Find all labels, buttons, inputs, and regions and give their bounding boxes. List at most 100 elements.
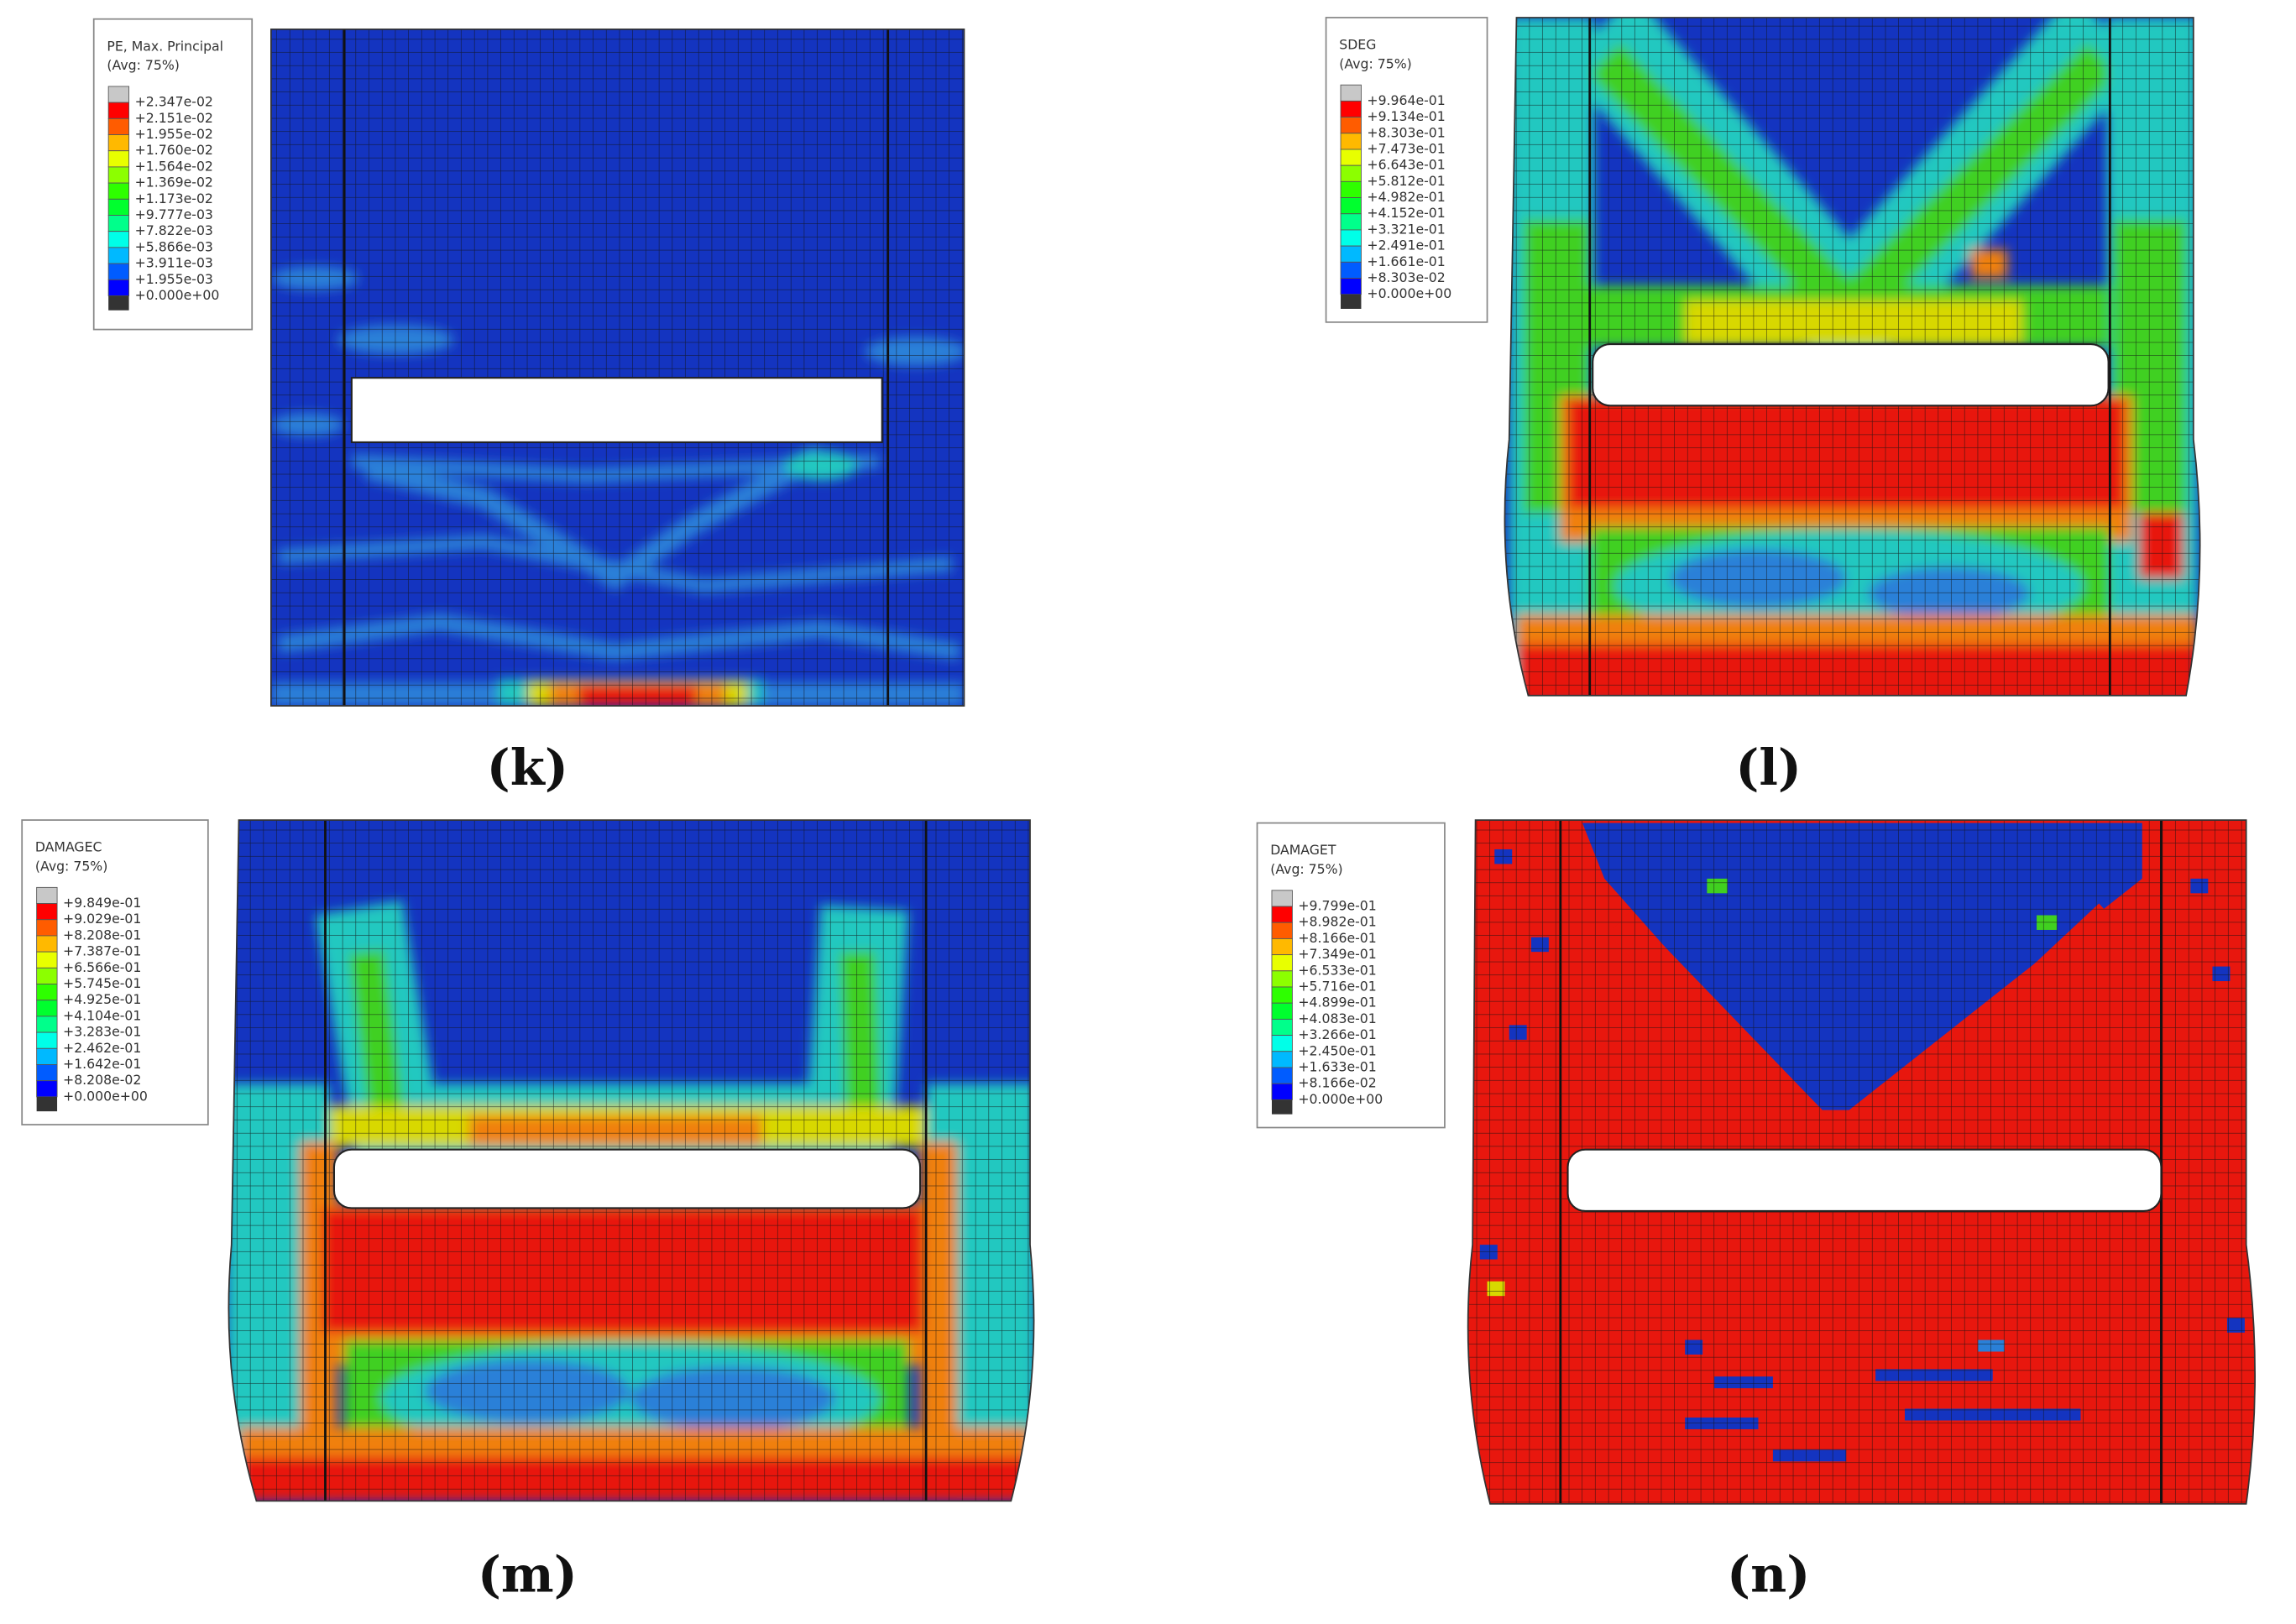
colorbar-cell [1271,922,1293,939]
legend-label: +4.083e-01 [1298,1010,1376,1026]
colorbar-cell [107,231,130,248]
colorbar-cell [1340,84,1362,102]
colorbar-cell [1271,1002,1293,1020]
colorbar-cell [1271,1099,1293,1115]
legend-title: DAMAGET [1270,842,1336,858]
legend-label: +0.000e+00 [63,1088,148,1104]
legend-label: +1.642e-01 [63,1056,141,1072]
colorbar-cell [1271,1018,1293,1037]
legend-label: +2.491e-01 [1367,238,1445,253]
legend-label: +3.321e-01 [1367,221,1445,237]
panel-label: (m) [478,1544,578,1603]
legend-label: +2.151e-02 [135,110,213,126]
legend-subtitle: (Avg: 75%) [107,57,179,73]
colorbar-cell [107,117,130,135]
colorbar-cell [36,1080,58,1098]
model-outline [270,29,965,707]
legend-label: +1.661e-01 [1367,253,1445,269]
model-outline [1504,17,2201,697]
colorbar-cell [36,903,58,921]
legend-label: +4.925e-01 [63,991,141,1007]
legend-label: +8.208e-01 [63,927,141,943]
legend-label: +1.955e-02 [135,126,213,142]
legend-label: +7.349e-01 [1298,946,1376,962]
legend-title: SDEG [1339,37,1376,53]
colorbar-cell [36,1000,58,1017]
model-outline [1467,819,2257,1505]
legend-label: +3.911e-03 [135,255,213,271]
colorbar-cell [1271,1083,1293,1100]
colorbar-cell [1341,294,1362,309]
legend-label: +5.812e-01 [1367,173,1445,189]
legend-label: +3.266e-01 [1298,1026,1376,1042]
legend-label: +4.982e-01 [1367,189,1445,205]
colorbar-cell [36,886,58,904]
colorbar-cell [107,102,130,119]
opening [1566,1148,2163,1213]
legend-title: DAMAGEC [35,839,102,855]
legend-label: +0.000e+00 [1298,1091,1383,1107]
colorbar-cell [1340,197,1362,215]
legend-subtitle: (Avg: 75%) [35,858,107,874]
legend-label: +9.777e-03 [135,206,213,222]
legend-label: +1.633e-01 [1298,1058,1376,1074]
colorbar-cell [1340,229,1362,247]
colorbar-cell [36,967,58,984]
colorbar-cell [1340,278,1362,295]
legend-label: +9.964e-01 [1367,92,1445,108]
colorbar-cell [107,134,130,152]
legend-label: +7.822e-03 [135,222,213,238]
colorbar-cell [36,935,58,953]
legend-label: +5.745e-01 [63,975,141,991]
colorbar-cell [107,263,130,280]
colorbar-cell [1271,1051,1293,1068]
legend-label: +1.760e-02 [135,142,213,158]
legend-label: +8.303e-01 [1367,124,1445,140]
legend-label: +8.166e-01 [1298,930,1376,946]
panel-label: (n) [1727,1544,1810,1603]
legend-label: +0.000e+00 [135,287,220,303]
colorbar-cell [107,150,130,168]
colorbar-cell [1271,1035,1293,1052]
legend-label: +4.152e-01 [1367,205,1445,221]
panel-label: (k) [487,738,568,796]
colorbar-cell [107,247,130,264]
legend-label: +9.799e-01 [1298,898,1376,914]
legend-label: +6.533e-01 [1298,962,1376,978]
legend: DAMAGEC(Avg: 75%)+9.849e-01+9.029e-01+8.… [21,819,209,1125]
colorbar-cell [1271,986,1293,1004]
colorbar-cell [36,984,58,1001]
legend-label: +6.566e-01 [63,959,141,975]
legend-label: +4.899e-01 [1298,995,1376,1010]
legend: SDEG(Avg: 75%)+9.964e-01+9.134e-01+8.303… [1325,17,1488,323]
legend-label: +5.866e-03 [135,238,213,254]
colorbar-cell [36,1016,58,1033]
colorbar-cell [1271,954,1293,972]
colorbar-cell [107,182,130,200]
colorbar-cell [1271,970,1293,988]
legend-label: +9.029e-01 [63,911,141,927]
legend-label: +1.955e-03 [135,271,213,287]
colorbar-cell [1271,937,1293,956]
legend-label: +2.347e-02 [135,94,213,110]
legend-label: +1.173e-02 [135,191,213,206]
colorbar-cell [1340,180,1362,198]
legend-label: +6.643e-01 [1367,157,1445,173]
legend-title: PE, Max. Principal [107,38,223,54]
legend-label: +8.982e-01 [1298,914,1376,930]
colorbar-cell [1271,1067,1293,1084]
colorbar-cell [1340,261,1362,279]
colorbar-cell [107,215,130,232]
opening [1592,342,2110,407]
colorbar-cell [36,1064,58,1082]
colorbar-cell [1271,890,1293,907]
colorbar-cell [1340,149,1362,166]
legend-label: +8.166e-02 [1298,1075,1376,1091]
colorbar-cell [1340,133,1362,150]
